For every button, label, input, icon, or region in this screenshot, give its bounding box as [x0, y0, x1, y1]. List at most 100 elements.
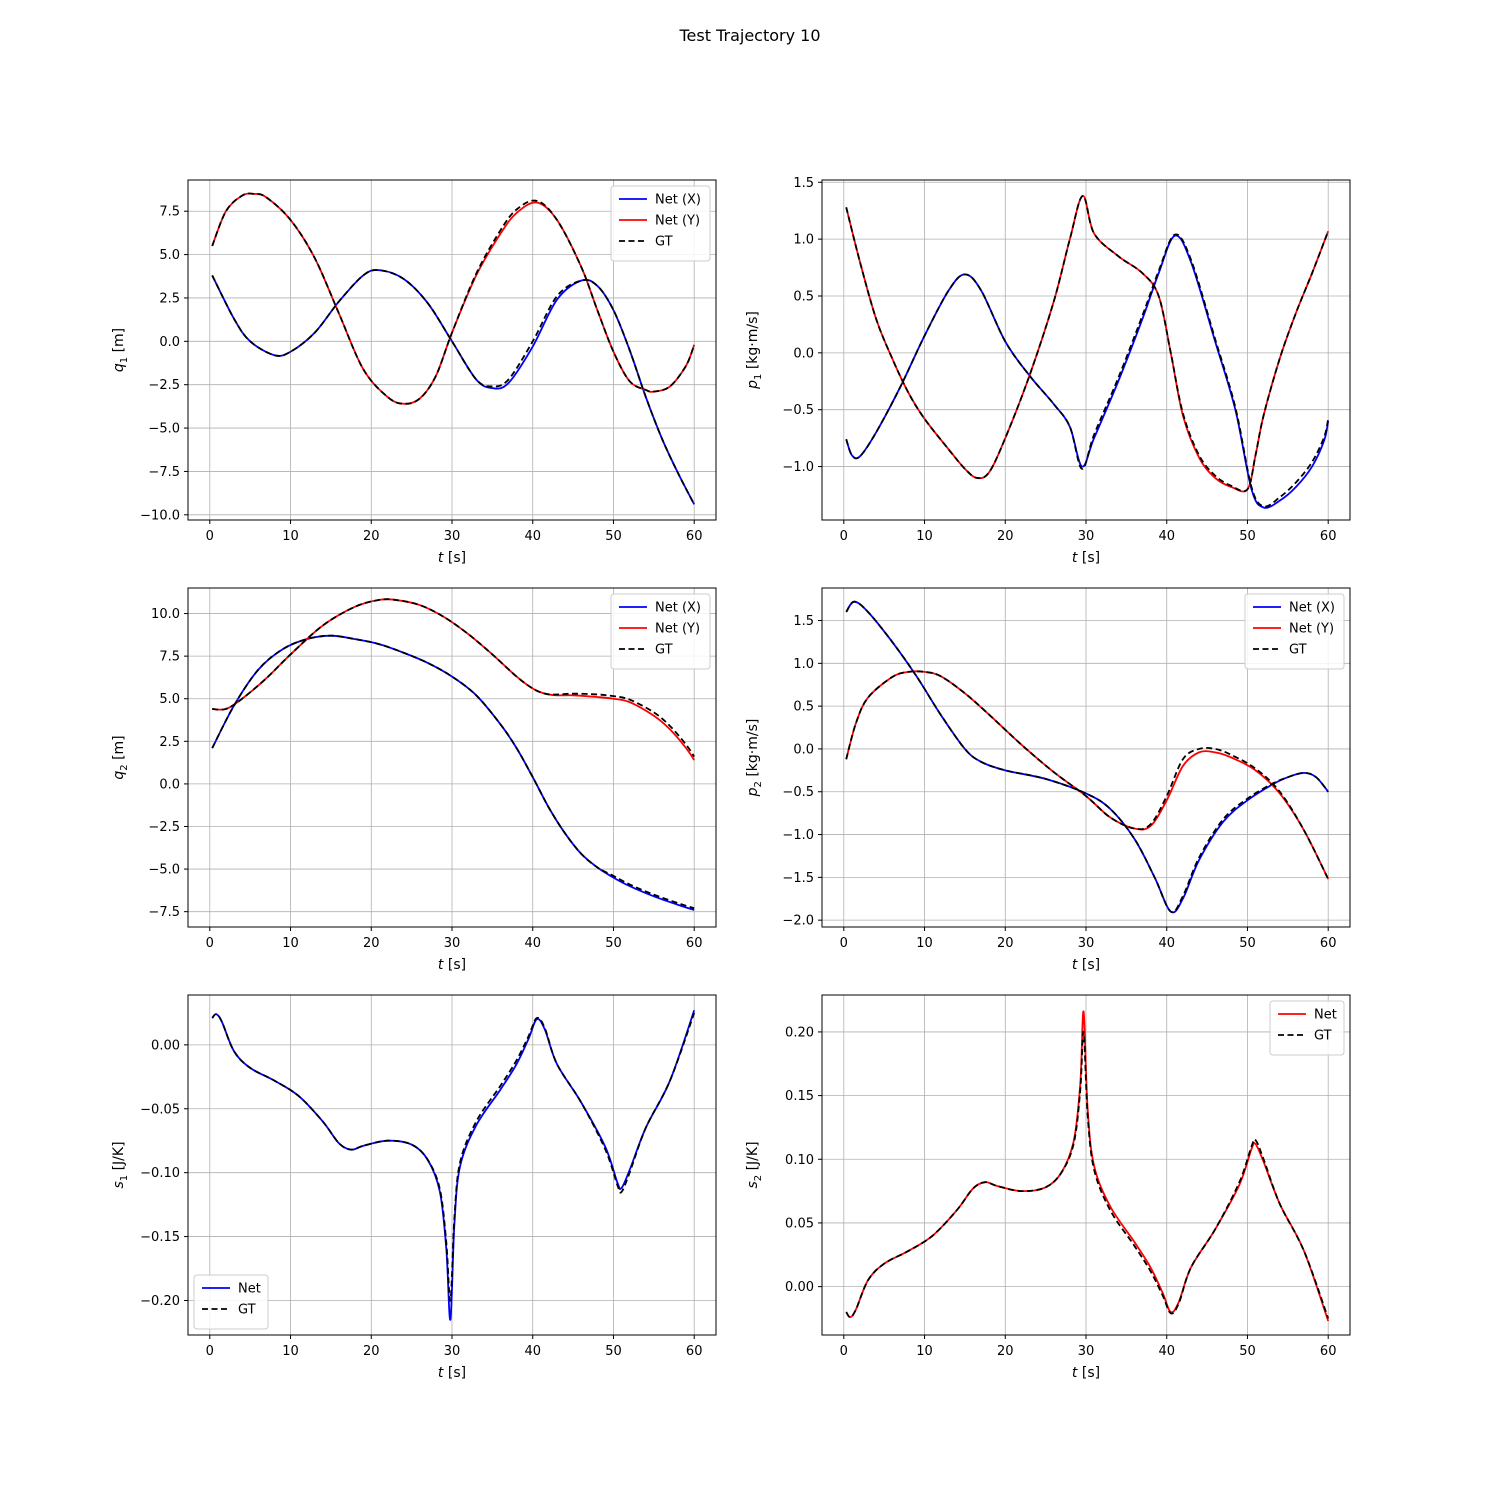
x-tick-label: 50: [1239, 1344, 1256, 1359]
legend: Net GT: [1269, 1000, 1345, 1056]
legend-label: GT: [1289, 643, 1307, 658]
legend-label: Net (Y): [655, 622, 700, 637]
y-tick-label: 1.0: [793, 233, 814, 248]
y-tick-label: −1.0: [782, 828, 814, 843]
x-tick-label: 0: [206, 529, 214, 544]
legend-label: Net (Y): [655, 214, 700, 229]
x-tick-label: 30: [444, 1344, 461, 1359]
x-tick-label: 0: [840, 1344, 848, 1359]
series-group: [845, 600, 1330, 914]
series-line-gt: [211, 269, 695, 505]
series-line-gt: [845, 233, 1330, 508]
y-tick-label: 0.00: [785, 1280, 814, 1295]
y-tick-label: −2.5: [148, 378, 180, 393]
x-tick-label: 30: [1078, 1344, 1095, 1359]
legend: Net (X) Net (Y) GT: [1244, 593, 1345, 670]
y-tick-label: −0.05: [140, 1102, 180, 1117]
y-tick-label: 0.0: [793, 346, 814, 361]
legend-label: Net (Y): [1289, 622, 1334, 637]
x-tick-label: 60: [686, 529, 703, 544]
y-tick-label: 1.5: [793, 614, 814, 629]
series-group: [211, 192, 696, 505]
y-tick-label: 0.20: [785, 1025, 814, 1040]
y-tick-label: 0.0: [793, 742, 814, 757]
x-tick-label: 60: [1320, 529, 1337, 544]
x-tick-label: 20: [997, 936, 1014, 951]
x-tick-label: 10: [282, 529, 299, 544]
y-tick-label: 5.0: [159, 692, 180, 707]
y-tick-label: 1.5: [793, 176, 814, 191]
y-tick-label: −2.5: [148, 820, 180, 835]
series-line-gt: [845, 1031, 1330, 1319]
series-line-gt: [211, 192, 696, 405]
x-tick-label: 60: [686, 936, 703, 951]
legend: Net (X) Net (Y) GT: [610, 593, 711, 670]
x-tick-label: 50: [605, 936, 622, 951]
x-axis-label: t [s]: [438, 1365, 466, 1381]
legend-label: Net (X): [1289, 601, 1335, 616]
x-axis-label: t [s]: [1072, 957, 1100, 973]
x-tick-label: 40: [1158, 1344, 1175, 1359]
y-tick-label: 0.15: [785, 1089, 814, 1104]
series-group: [211, 1010, 696, 1321]
legend: Net (X) Net (Y) GT: [610, 185, 711, 262]
y-tick-label: 0.0: [159, 335, 180, 350]
y-tick-label: −0.5: [782, 785, 814, 800]
y-tick-label: −0.15: [140, 1230, 180, 1245]
x-tick-label: 30: [1078, 936, 1095, 951]
y-tick-label: 0.5: [793, 700, 814, 715]
y-tick-label: −7.5: [148, 905, 180, 920]
x-tick-label: 10: [916, 1344, 933, 1359]
series-line-gt: [212, 598, 695, 758]
x-tick-label: 20: [363, 529, 380, 544]
y-tick-label: −0.10: [140, 1166, 180, 1181]
series-line-net-y: [845, 670, 1330, 880]
series-line-net-x: [211, 1010, 696, 1321]
legend-box: [610, 593, 711, 670]
x-tick-label: 40: [1158, 529, 1175, 544]
series-group: [845, 195, 1330, 509]
y-tick-label: 7.5: [159, 205, 180, 220]
y-tick-label: −2.0: [782, 914, 814, 929]
legend-label: GT: [238, 1303, 256, 1318]
x-tick-label: 20: [997, 1344, 1014, 1359]
subplot-s2: 0 10 20 30 40 50 60 0.00 0.05 0.10 0.15 0.20 t [s] s2…: [745, 994, 1351, 1381]
y-tick-label: 0.00: [151, 1038, 180, 1053]
legend-label: Net (X): [655, 193, 701, 208]
y-axis-label: p1 [kg·m/s]: [745, 311, 764, 390]
y-tick-label: 7.5: [159, 650, 180, 665]
series-group: [845, 1010, 1330, 1322]
x-tick-label: 0: [206, 1344, 214, 1359]
series-line-net-x: [211, 269, 695, 505]
x-tick-label: 0: [840, 936, 848, 951]
x-tick-label: 20: [997, 529, 1014, 544]
subplot-q2: 0 10 20 30 40 50 60 −7.5 −5.0 −2.5 0.0 2.5 5.0 7.5 10.…: [111, 587, 717, 973]
y-tick-label: 2.5: [159, 735, 180, 750]
y-tick-label: −0.20: [140, 1294, 180, 1309]
x-tick-label: 40: [524, 936, 541, 951]
x-tick-label: 30: [444, 529, 461, 544]
y-tick-label: 0.10: [785, 1153, 814, 1168]
series-line-gt: [845, 670, 1330, 880]
x-tick-label: 30: [1078, 529, 1095, 544]
figure-title: Test Trajectory 10: [679, 26, 821, 45]
y-tick-label: −0.5: [782, 403, 814, 418]
y-tick-label: −10.0: [140, 508, 180, 523]
y-tick-label: −7.5: [148, 465, 180, 480]
x-tick-label: 50: [605, 1344, 622, 1359]
x-tick-label: 40: [1158, 936, 1175, 951]
x-axis-label: t [s]: [438, 957, 466, 973]
x-tick-label: 50: [605, 529, 622, 544]
y-tick-label: 10.0: [151, 607, 180, 622]
x-tick-label: 60: [1320, 936, 1337, 951]
series-group: [211, 598, 695, 911]
y-tick-label: 1.0: [793, 657, 814, 672]
legend-label: GT: [1314, 1029, 1332, 1044]
x-tick-label: 10: [282, 936, 299, 951]
subplot-q1: 0 10 20 30 40 50 60 −10.0 −7.5 −5.0 −2.5 0.0 2.5 5.0 7…: [111, 179, 717, 566]
legend-label: GT: [655, 235, 673, 250]
x-tick-label: 60: [686, 1344, 703, 1359]
legend-label: Net (X): [655, 601, 701, 616]
y-tick-label: −1.5: [782, 871, 814, 886]
series-line-gt: [211, 634, 695, 910]
